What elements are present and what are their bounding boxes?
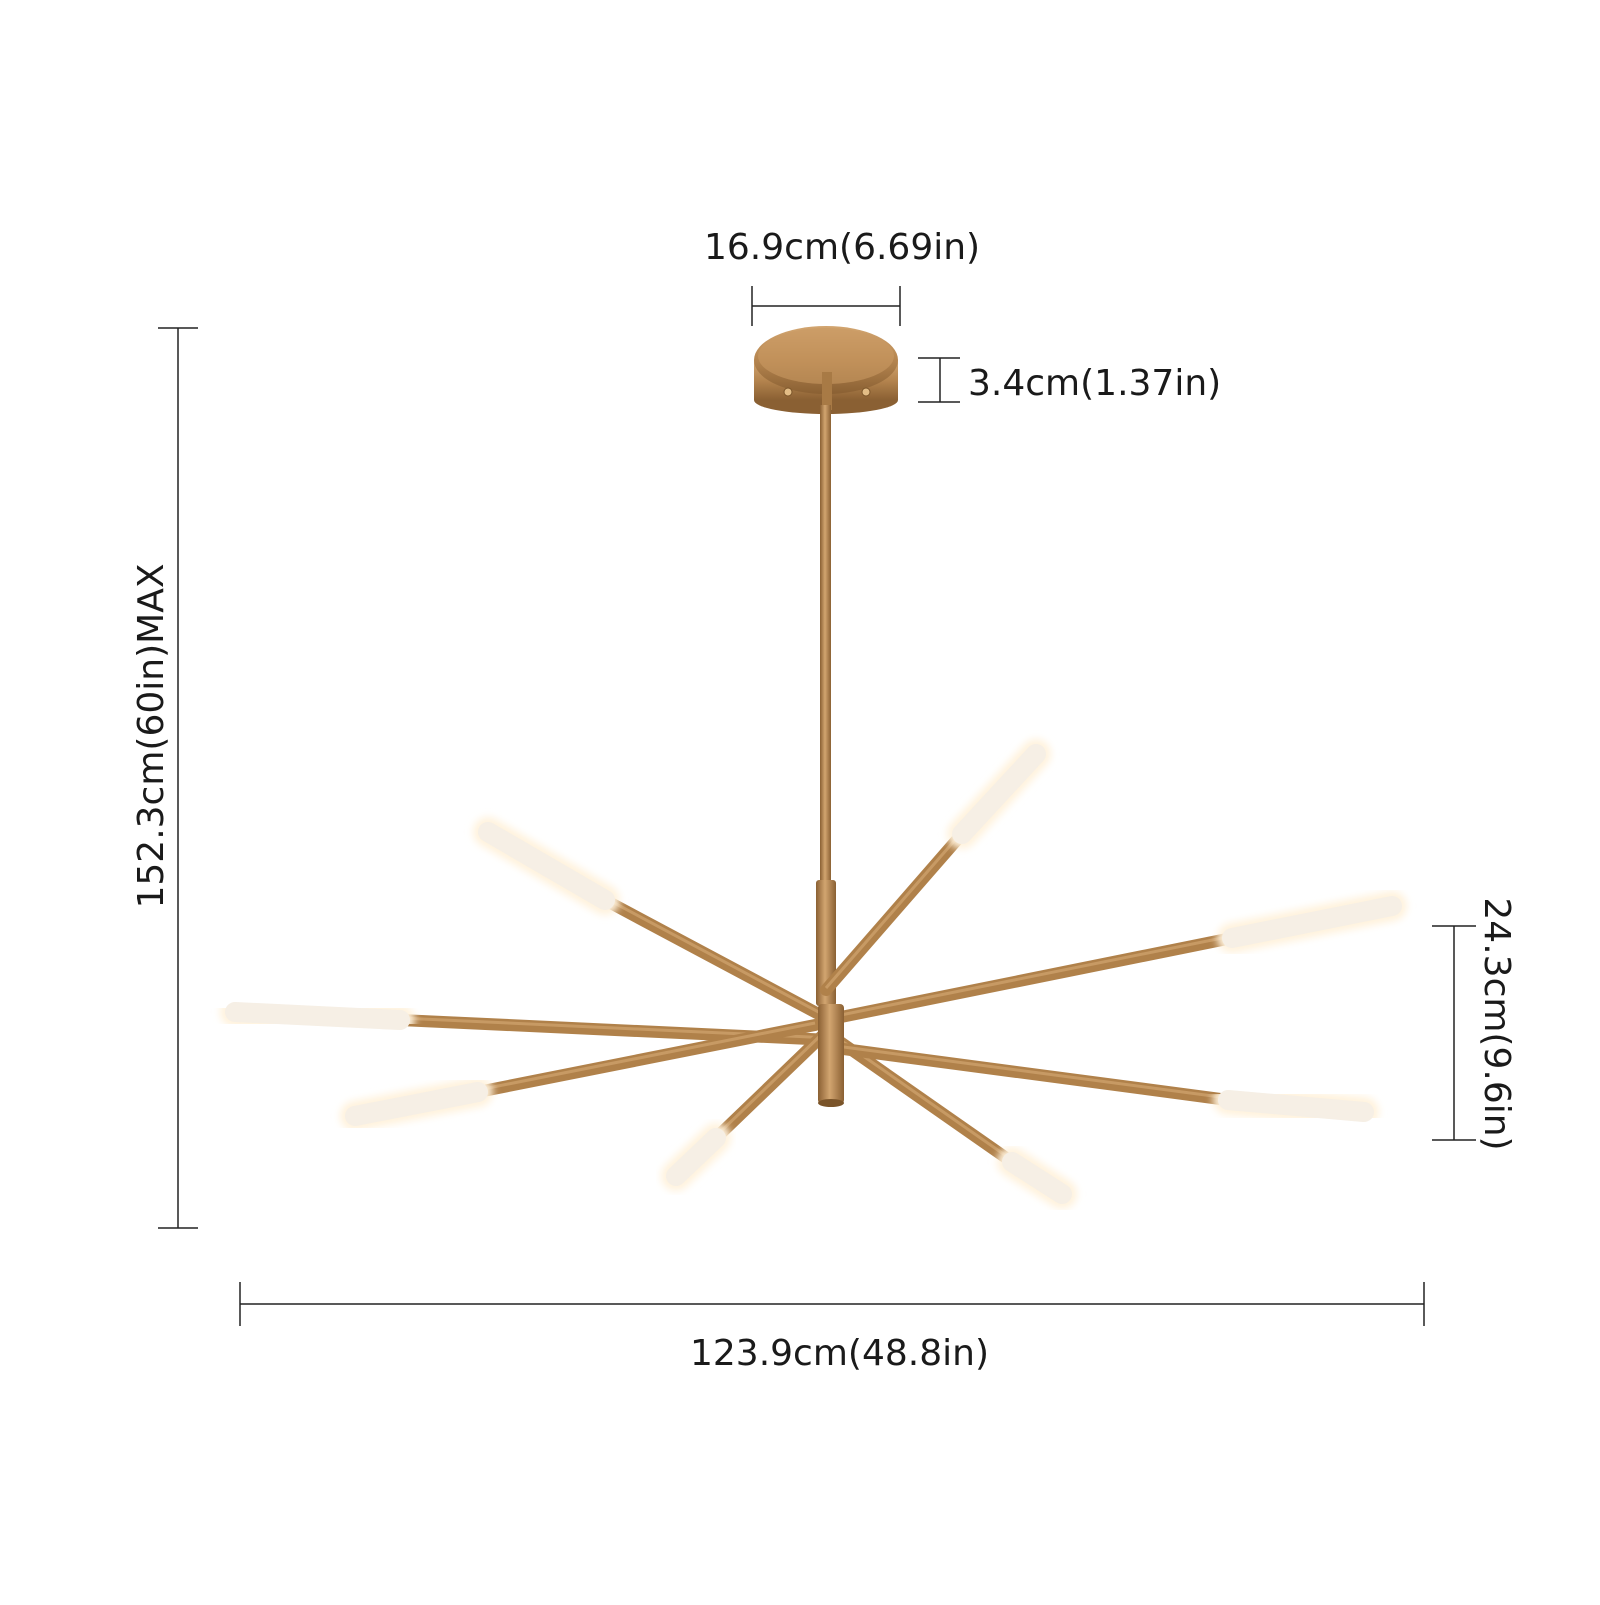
arm-highlight-2 (477, 1021, 816, 1092)
bulb-shade-5 (1002, 1152, 1072, 1204)
bulb-7 (1222, 896, 1402, 948)
chandelier-fixture (220, 326, 1407, 1209)
overall-width-line (239, 1282, 1425, 1326)
bulb-3 (478, 822, 615, 910)
canopy-width-line (751, 286, 901, 326)
bulb-shade-3 (478, 822, 615, 910)
arm-highlight-6 (824, 831, 964, 989)
arms-group (220, 739, 1407, 1209)
bulb-shade-1 (225, 1002, 410, 1030)
bulb-shade-6 (952, 744, 1046, 844)
arm-rod-7 (830, 932, 1238, 1024)
bulb-8 (1218, 1090, 1374, 1122)
center-hub (818, 1004, 844, 1104)
arm-rod-2 (472, 1019, 821, 1098)
rod-coupler (816, 880, 836, 1006)
arm-rod-8 (830, 1042, 1234, 1106)
canopy-width-label: 16.9cm(6.69in) (704, 227, 981, 268)
canopy-height-label: 3.4cm(1.37in) (968, 363, 1222, 404)
hub-bottom (818, 1099, 844, 1107)
bulb-shade-8 (1218, 1090, 1374, 1122)
canopy (754, 326, 898, 414)
overall-height-label: 152.3cm(60in)MAX (131, 563, 172, 909)
bulb-shade-4 (666, 1128, 726, 1186)
arm-highlight-8 (835, 1044, 1229, 1100)
bulb-5 (1002, 1152, 1072, 1204)
arm-highlight-7 (835, 934, 1233, 1018)
bulb-shade-2 (345, 1082, 488, 1126)
arm-highlight-4 (714, 1032, 824, 1138)
bulb-shade-7 (1222, 896, 1402, 948)
bulb-4 (666, 1128, 726, 1186)
arm-rod-3 (599, 894, 832, 1024)
bulb-1 (225, 1002, 410, 1030)
overall-height-line (158, 327, 198, 1229)
arm-height-line (1432, 925, 1476, 1141)
arm-highlight-3 (604, 896, 827, 1018)
arm-height-label: 24.3cm(9.6in) (1476, 897, 1517, 1151)
overall-width-label: 123.9cm(48.8in) (690, 1333, 989, 1374)
bulb-6 (952, 744, 1046, 844)
bulb-2 (345, 1082, 488, 1126)
down-rod (820, 405, 831, 885)
dimension-lines (158, 286, 1476, 1326)
canopy-height-line (918, 357, 960, 403)
